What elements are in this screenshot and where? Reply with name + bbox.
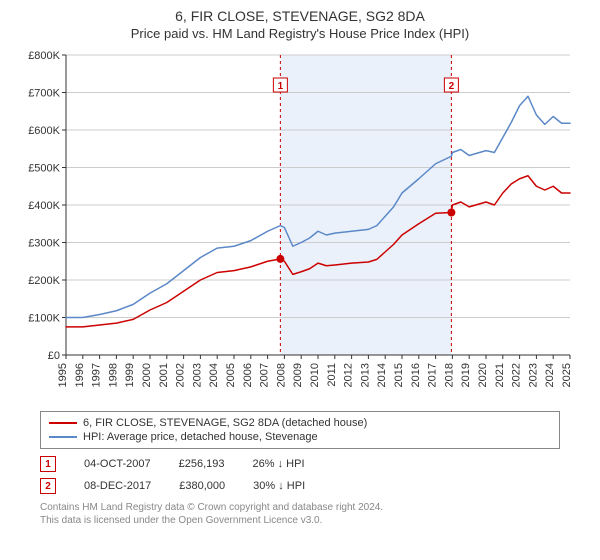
x-tick-label: 2016	[410, 363, 422, 387]
title-sub: Price paid vs. HM Land Registry's House …	[0, 26, 600, 41]
x-tick-label: 2014	[376, 363, 388, 387]
y-tick-label: £200K	[28, 275, 60, 287]
legend-label: 6, FIR CLOSE, STEVENAGE, SG2 8DA (detach…	[83, 417, 367, 429]
chart-marker-label: 1	[278, 81, 284, 92]
chart-container: 6, FIR CLOSE, STEVENAGE, SG2 8DA Price p…	[0, 0, 600, 527]
footer-line2: This data is licensed under the Open Gov…	[40, 514, 560, 527]
x-tick-label: 2007	[259, 363, 271, 387]
x-tick-label: 2001	[158, 363, 170, 387]
x-tick-label: 2009	[292, 363, 304, 387]
x-tick-label: 2024	[544, 363, 556, 387]
footer: Contains HM Land Registry data © Crown c…	[40, 501, 560, 527]
y-tick-label: £400K	[28, 200, 60, 212]
marker-date: 04-OCT-2007	[84, 458, 151, 470]
x-tick-label: 2015	[393, 363, 405, 387]
footer-line1: Contains HM Land Registry data © Crown c…	[40, 501, 560, 514]
x-tick-label: 2022	[511, 363, 523, 387]
title-main: 6, FIR CLOSE, STEVENAGE, SG2 8DA	[0, 8, 600, 24]
marker-number-box: 1	[40, 456, 56, 472]
x-tick-label: 1997	[91, 363, 103, 387]
x-tick-label: 2000	[141, 363, 153, 387]
y-tick-label: £700K	[28, 88, 60, 100]
x-tick-label: 2018	[443, 363, 455, 387]
marker-table-row: 1 04-OCT-2007 £256,193 26% ↓ HPI	[40, 453, 560, 475]
y-tick-label: £500K	[28, 163, 60, 175]
x-tick-label: 2019	[460, 363, 472, 387]
x-tick-label: 2021	[494, 363, 506, 387]
x-tick-label: 2013	[359, 363, 371, 387]
x-tick-label: 2003	[191, 363, 203, 387]
x-tick-label: 1995	[57, 363, 69, 387]
x-tick-label: 2002	[175, 363, 187, 387]
y-tick-label: £100K	[28, 313, 60, 325]
x-tick-label: 2012	[343, 363, 355, 387]
x-tick-label: 2025	[561, 363, 573, 387]
legend-box: 6, FIR CLOSE, STEVENAGE, SG2 8DA (detach…	[40, 411, 560, 449]
marker-date: 08-DEC-2017	[84, 480, 151, 492]
x-tick-label: 2004	[208, 363, 220, 387]
x-tick-label: 2008	[275, 363, 287, 387]
chart-marker-label: 2	[449, 81, 455, 92]
legend-swatch	[49, 422, 77, 424]
price-chart: £0 £100K £200K £300K £400K £500K £600K £700K £80…	[20, 45, 580, 405]
x-tick-label: 2011	[326, 363, 338, 387]
marker-price: £380,000	[179, 480, 225, 492]
x-tick-label: 2006	[242, 363, 254, 387]
marker-price: £256,193	[179, 458, 225, 470]
marker-table: 1 04-OCT-2007 £256,193 26% ↓ HPI 2 08-DEC-201…	[40, 453, 560, 497]
legend-row: 6, FIR CLOSE, STEVENAGE, SG2 8DA (detach…	[49, 416, 551, 430]
x-tick-label: 2010	[309, 363, 321, 387]
y-tick-label: £0	[48, 350, 60, 362]
x-tick-label: 1998	[107, 363, 119, 387]
legend-swatch	[49, 436, 77, 438]
y-tick-label: £600K	[28, 125, 60, 137]
x-tick-label: 2017	[427, 363, 439, 387]
marker-delta: 26% ↓ HPI	[253, 458, 305, 470]
x-tick-label: 2020	[477, 363, 489, 387]
marker-table-row: 2 08-DEC-2017 £380,000 30% ↓ HPI	[40, 475, 560, 497]
x-tick-label: 1999	[124, 363, 136, 387]
marker-delta: 30% ↓ HPI	[253, 480, 305, 492]
legend-row: HPI: Average price, detached house, Stev…	[49, 430, 551, 444]
title-block: 6, FIR CLOSE, STEVENAGE, SG2 8DA Price p…	[0, 0, 600, 45]
x-tick-label: 2023	[527, 363, 539, 387]
x-tick-label: 1996	[74, 363, 86, 387]
y-tick-label: £300K	[28, 238, 60, 250]
legend-label: HPI: Average price, detached house, Stev…	[83, 431, 318, 443]
x-tick-label: 2005	[225, 363, 237, 387]
y-tick-label: £800K	[28, 50, 60, 62]
marker-number-box: 2	[40, 478, 56, 494]
